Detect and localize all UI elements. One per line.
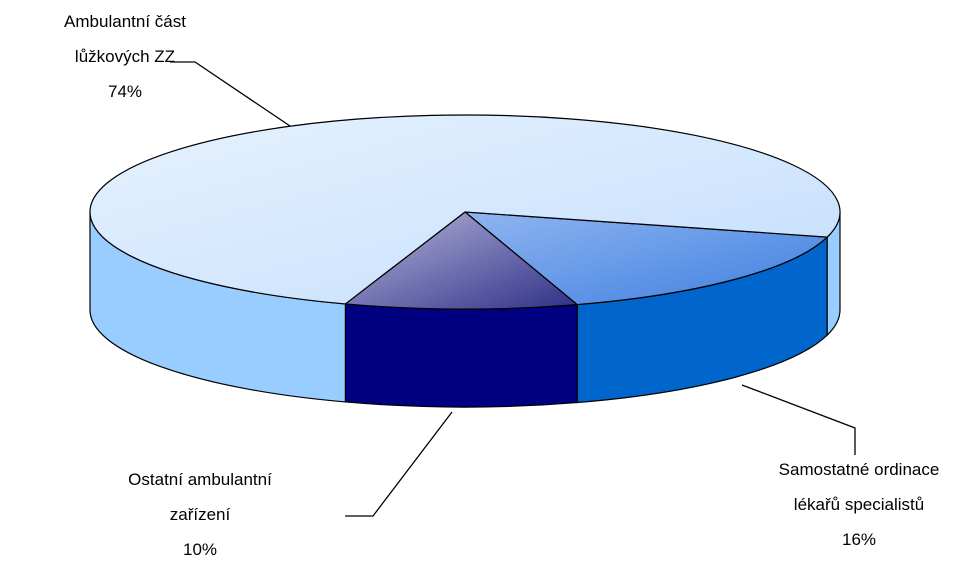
- slice-label: Ostatní ambulantní zařízení 10%: [120, 462, 280, 567]
- pie-tops: [89, 114, 841, 310]
- value-label: 10%: [182, 540, 218, 559]
- leader-line: [345, 411, 453, 517]
- pie-slice: [89, 114, 841, 305]
- leader-line: [170, 61, 291, 127]
- slice-label: Samostatné ordinace lékařů specialistů 1…: [770, 452, 948, 557]
- pie-side: [344, 303, 578, 408]
- pie-slice: [463, 211, 829, 306]
- category-label: Samostatné ordinace lékařů specialistů: [778, 460, 940, 514]
- pie-slice: [343, 211, 579, 310]
- value-label: 74%: [107, 82, 143, 101]
- pie-sides: [89, 211, 841, 408]
- leader-line: [741, 384, 856, 455]
- category-label: Ostatní ambulantní zařízení: [128, 470, 272, 524]
- value-label: 16%: [841, 530, 877, 549]
- category-label: Ambulantní část lůžkových ZZ: [64, 12, 186, 66]
- slice-label: Ambulantní část lůžkových ZZ 74%: [50, 4, 200, 109]
